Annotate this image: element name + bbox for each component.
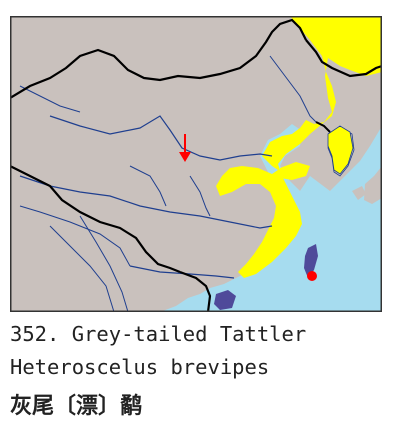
river-yangtze <box>19 175 273 229</box>
range-korea <box>327 125 354 175</box>
hainan-island <box>214 290 236 310</box>
record-dot <box>307 271 317 281</box>
map-svg <box>10 16 382 312</box>
map-frame-border <box>10 16 382 312</box>
range-area <box>216 16 382 278</box>
river-west-3 <box>79 215 129 312</box>
border-west <box>10 165 181 274</box>
taiwan-island <box>304 244 318 278</box>
river-yellow <box>49 115 273 161</box>
mainland <box>10 16 382 312</box>
river-pearl <box>129 265 235 279</box>
species-number-line: 352. Grey-tailed Tattler <box>10 322 307 346</box>
river-northeast <box>269 55 317 123</box>
river-tributary <box>189 175 211 217</box>
range-shandong <box>280 162 310 180</box>
japan-small-island <box>352 186 366 200</box>
river-northwest <box>19 85 81 113</box>
river-central <box>129 165 167 207</box>
japan-island <box>364 166 382 204</box>
border-northeast <box>305 39 382 78</box>
record-arrow-head <box>179 152 191 162</box>
border-north <box>10 18 307 99</box>
river-west-2 <box>49 225 115 312</box>
species-chinese-name: 灰尾〔漂〕鹬 <box>10 394 143 419</box>
border-korea <box>315 121 331 133</box>
river-west-1 <box>19 205 131 267</box>
range-map <box>10 16 382 312</box>
border-south <box>179 270 212 312</box>
species-scientific-name: Heteroscelus brevipes <box>10 355 270 379</box>
